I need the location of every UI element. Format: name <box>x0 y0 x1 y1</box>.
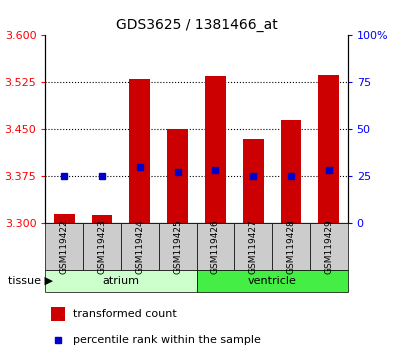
Text: GSM119428: GSM119428 <box>286 219 295 274</box>
Bar <box>83 223 121 270</box>
Bar <box>243 138 263 223</box>
Bar <box>159 223 197 270</box>
Bar <box>280 120 301 223</box>
Text: tissue ▶: tissue ▶ <box>8 276 53 286</box>
Text: percentile rank within the sample: percentile rank within the sample <box>73 335 260 344</box>
Bar <box>51 307 65 321</box>
Text: GSM119425: GSM119425 <box>173 219 182 274</box>
Bar <box>205 76 226 223</box>
Bar <box>197 223 234 270</box>
Text: GSM119423: GSM119423 <box>98 219 107 274</box>
Bar <box>318 75 339 223</box>
Bar <box>92 215 113 223</box>
Title: GDS3625 / 1381466_at: GDS3625 / 1381466_at <box>116 18 277 32</box>
Bar <box>197 270 348 292</box>
Bar <box>130 79 150 223</box>
Bar <box>45 270 197 292</box>
Text: GSM119429: GSM119429 <box>324 219 333 274</box>
Bar <box>45 223 83 270</box>
Text: atrium: atrium <box>102 276 139 286</box>
Bar <box>54 213 75 223</box>
Bar <box>167 129 188 223</box>
Bar <box>272 223 310 270</box>
Bar <box>234 223 272 270</box>
Text: GSM119422: GSM119422 <box>60 219 69 274</box>
Bar <box>121 223 159 270</box>
Bar <box>310 223 348 270</box>
Text: GSM119427: GSM119427 <box>249 219 258 274</box>
Text: transformed count: transformed count <box>73 309 177 319</box>
Text: GSM119426: GSM119426 <box>211 219 220 274</box>
Text: ventricle: ventricle <box>248 276 297 286</box>
Text: GSM119424: GSM119424 <box>135 219 144 274</box>
